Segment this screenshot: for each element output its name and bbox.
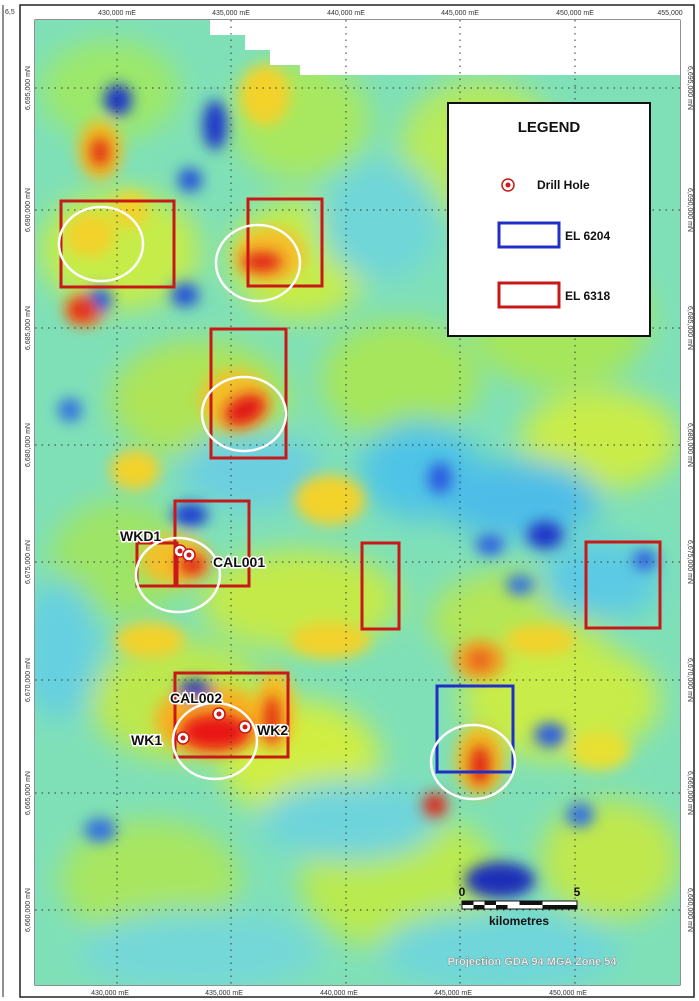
northing-label-right-6695000: 6,695,000 mN xyxy=(686,66,693,110)
tenement-box xyxy=(173,671,290,759)
target-ellipse xyxy=(57,205,145,283)
drill-hole-wk1 xyxy=(176,731,190,745)
label-wk1: WK1 xyxy=(131,732,162,748)
easting-label-bottom-450000: 450,000 mE xyxy=(549,990,587,997)
northing-label-left-6680000: 6,680,000 mN xyxy=(25,423,32,467)
legend-el6318-label: EL 6318 xyxy=(565,289,610,303)
northing-labels-left: 6,695,000 mN 6,690,000 mN 6,685,000 mN 6… xyxy=(25,66,32,932)
northing-label-left-6685000: 6,685,000 mN xyxy=(25,306,32,350)
label-cal001: CAL001 xyxy=(213,554,265,570)
scale-start: 0 xyxy=(459,885,466,899)
tenement-box xyxy=(360,541,401,631)
easting-label-bottom-440000: 440,000 mE xyxy=(320,990,358,997)
easting-label-bottom-430000: 430,000 mE xyxy=(91,990,129,997)
label-cal002: CAL002 xyxy=(170,690,222,706)
target-ellipse xyxy=(214,223,302,303)
tenement-box xyxy=(246,197,324,288)
scale-end: 5 xyxy=(574,885,581,899)
label-wkd1: WKD1 xyxy=(120,528,161,544)
northing-labels-right: 6,695,000 mN 6,690,000 mN 6,685,000 mN 6… xyxy=(686,66,693,932)
legend-title: LEGEND xyxy=(518,119,581,136)
scale-unit: kilometres xyxy=(489,914,549,928)
easting-label-bottom-445000: 445,000 mE xyxy=(434,990,472,997)
corner-label: 6,5 xyxy=(5,9,15,16)
target-ellipse xyxy=(429,723,517,801)
easting-label-bottom-435000: 435,000 mE xyxy=(205,990,243,997)
easting-labels-top: 6,5 430,000 mE 435,000 mE 440,000 mE 445… xyxy=(5,9,683,17)
target-ellipse xyxy=(134,536,222,614)
tenement-box xyxy=(59,199,176,289)
easting-label-455000: 455,000 xyxy=(657,10,682,17)
northing-label-left-6665000: 6,665,000 mN xyxy=(25,771,32,815)
northing-label-left-6660000: 6,660,000 mN xyxy=(25,888,32,932)
drill-hole-cal001 xyxy=(182,548,196,562)
northing-label-right-6665000: 6,665,000 mN xyxy=(686,771,693,815)
legend-drill-hole-label: Drill Hole xyxy=(537,178,590,192)
easting-label-435000: 435,000 mE xyxy=(212,10,250,17)
tenement-box xyxy=(209,327,288,460)
el6204-tenement-box xyxy=(435,684,515,774)
drill-hole-labels: WKD1 CAL001 CAL002 WK1 WK2 xyxy=(119,527,290,750)
northing-label-right-6675000: 6,675,000 mN xyxy=(686,540,693,584)
projection-label: Projection GDA 94 MGA Zone 54 xyxy=(447,956,617,968)
northing-label-right-6660000: 6,660,000 mN xyxy=(686,888,693,932)
el6318-swatch xyxy=(497,281,561,309)
legend: LEGEND Drill Hole EL 6204 EL 6318 xyxy=(447,102,651,337)
drill-hole-cal002 xyxy=(212,707,226,721)
target-ellipse xyxy=(200,375,288,453)
northing-label-right-6670000: 6,670,000 mN xyxy=(686,658,693,702)
drill-holes xyxy=(173,544,252,745)
drill-hole-wk2 xyxy=(238,720,252,734)
scale-bar: 0 5 kilometres xyxy=(459,885,581,928)
el6204-swatch xyxy=(497,221,561,249)
target-ellipse xyxy=(171,701,259,781)
easting-label-430000: 430,000 mE xyxy=(98,10,136,17)
label-wk2: WK2 xyxy=(257,722,288,738)
northing-label-left-6695000: 6,695,000 mN xyxy=(25,66,32,110)
el6318-tenements xyxy=(59,197,662,759)
tenement-box xyxy=(584,540,662,630)
northing-label-right-6685000: 6,685,000 mN xyxy=(686,306,693,350)
legend-el6204-label: EL 6204 xyxy=(565,229,610,243)
drill-hole-icon xyxy=(501,178,515,192)
easting-label-440000: 440,000 mE xyxy=(327,10,365,17)
northing-label-left-6690000: 6,690,000 mN xyxy=(25,188,32,232)
easting-label-445000: 445,000 mE xyxy=(441,10,479,17)
easting-label-450000: 450,000 mE xyxy=(556,10,594,17)
northing-label-left-6675000: 6,675,000 mN xyxy=(25,540,32,584)
northing-label-right-6680000: 6,680,000 mN xyxy=(686,423,693,467)
easting-labels-bottom: 430,000 mE 435,000 mE 440,000 mE 445,000… xyxy=(91,990,587,997)
northing-label-right-6690000: 6,690,000 mN xyxy=(686,188,693,232)
northing-label-left-6670000: 6,670,000 mN xyxy=(25,658,32,702)
target-ellipses xyxy=(57,205,517,801)
